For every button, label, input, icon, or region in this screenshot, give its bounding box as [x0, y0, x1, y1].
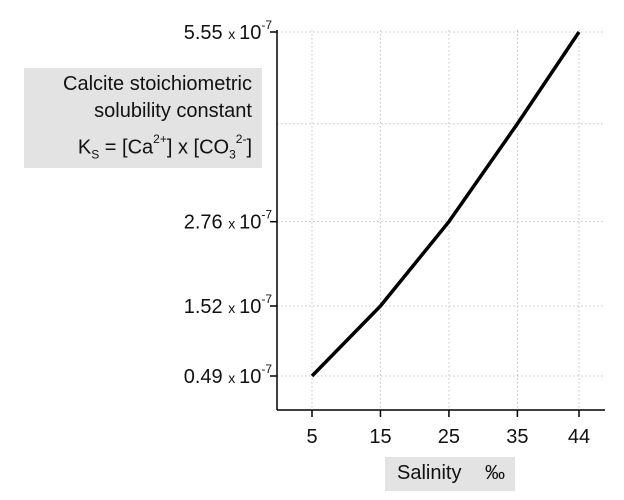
x-tick-label: 35	[506, 426, 528, 448]
ks-symbol: K	[77, 136, 92, 159]
x-tick-labels: 5 15 25 35 44	[306, 426, 590, 448]
x-tick-label: 25	[438, 426, 460, 448]
axes	[276, 30, 605, 411]
y-tick-label: 1.52 x 10-7	[184, 292, 273, 318]
data-series	[310, 31, 581, 378]
formula-mid: ] x [CO	[166, 136, 230, 159]
y-axis-label: Calcite stoichiometric solubility consta…	[24, 68, 262, 168]
formula-end: ]	[246, 136, 252, 159]
y-tick-label: 5.55 x 10-7	[184, 18, 273, 44]
y-axis-label-line2: solubility constant	[94, 100, 252, 122]
x-axis-label-text: Salinity	[397, 462, 462, 484]
y-tick-labels: 0.49 x 10-7 1.52 x 10-7 2.76 x 10-7 5.55 x …	[184, 18, 273, 388]
x-axis-unit: ‰	[485, 462, 505, 484]
x-axis-label: Salinity ‰	[385, 457, 515, 491]
grid-lines	[277, 30, 605, 410]
tick-marks	[270, 31, 580, 417]
formula-eq: = [Ca	[99, 136, 154, 159]
x-tick-label: 15	[369, 426, 391, 448]
ks-subscript: S	[91, 147, 100, 162]
co3-subscript: 3	[229, 147, 236, 162]
co3-charge: 2-	[235, 132, 247, 146]
y-axis-label-formula: KS = [Ca2+] x [CO32-]	[78, 130, 252, 167]
x-tick-label: 5	[306, 426, 317, 448]
y-tick-label: 0.49 x 10-7	[184, 362, 273, 388]
ca-charge: 2+	[153, 132, 167, 146]
x-tick-label: 44	[568, 426, 590, 448]
y-axis-label-line1: Calcite stoichiometric	[63, 73, 252, 95]
y-tick-label: 2.76 x 10-7	[184, 208, 273, 234]
data-line	[310, 31, 581, 378]
